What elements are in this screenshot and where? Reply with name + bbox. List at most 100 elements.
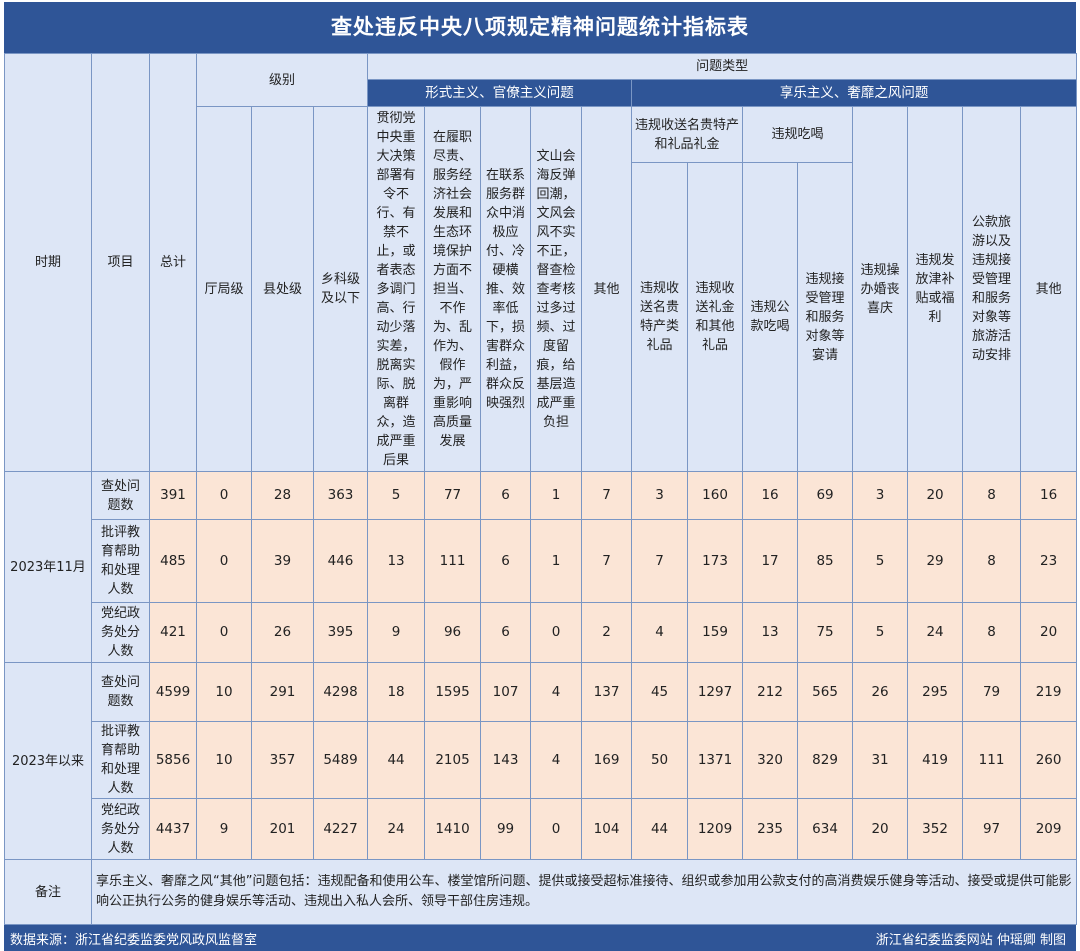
value-cell: 6 <box>480 602 532 663</box>
stats-table: 时期 项目 总计 级别 问题类型 形式主义、官僚主义问题 享乐主义、奢靡之风问题… <box>4 53 1078 925</box>
item-cell: 批评教育帮助和处理人数 <box>91 721 150 799</box>
value-cell: 209 <box>1020 798 1078 860</box>
value-cell: 160 <box>687 471 744 520</box>
value-cell: 446 <box>312 519 369 603</box>
value-cell: 1 <box>530 471 583 520</box>
page-title: 查处违反中央八项规定精神问题统计指标表 <box>4 2 1076 53</box>
formalism-col-header: 在联系服务群众中消极应付、冷硬横推、效率低下，损害群众利益，群众反映强烈 <box>480 106 532 472</box>
value-cell: 77 <box>424 471 482 520</box>
value-cell: 97 <box>962 798 1022 860</box>
value-cell: 0 <box>196 519 252 603</box>
footer-credit: 浙江省纪委监委网站 仲瑶卿 制图 <box>875 932 1066 948</box>
period-cell: 2023年以来 <box>4 662 92 860</box>
value-cell: 44 <box>367 721 426 799</box>
value-cell: 45 <box>631 662 689 722</box>
value-cell: 295 <box>907 662 964 722</box>
value-cell: 7 <box>581 471 633 520</box>
value-cell: 111 <box>424 519 482 603</box>
hedonism-col-header: 违规发放津补贴或福利 <box>907 106 964 472</box>
value-cell: 7 <box>631 519 689 603</box>
level-header: 级别 <box>195 53 369 107</box>
value-cell: 391 <box>149 471 197 520</box>
value-cell: 3 <box>631 471 689 520</box>
gift-col-header: 违规收送礼金和其他礼品 <box>687 162 744 472</box>
value-cell: 20 <box>907 471 964 520</box>
value-cell: 96 <box>424 602 482 663</box>
value-cell: 5 <box>367 471 426 520</box>
value-cell: 107 <box>480 662 532 722</box>
value-cell: 28 <box>251 471 314 520</box>
value-cell: 485 <box>149 519 197 603</box>
value-cell: 4 <box>631 602 689 663</box>
stats-sheet: 查处违反中央八项规定精神问题统计指标表 时期 项目 总计 级别 问题类型 形式主… <box>4 2 1078 951</box>
value-cell: 20 <box>852 798 909 860</box>
value-cell: 1297 <box>687 662 744 722</box>
value-cell: 0 <box>530 798 583 860</box>
value-cell: 29 <box>907 519 964 603</box>
value-cell: 44 <box>631 798 689 860</box>
value-cell: 20 <box>1020 602 1078 663</box>
value-cell: 4 <box>530 721 583 799</box>
value-cell: 1410 <box>424 798 482 860</box>
item-cell: 批评教育帮助和处理人数 <box>91 519 150 603</box>
hedonism-col-header: 违规操办婚丧喜庆 <box>852 106 909 472</box>
value-cell: 320 <box>742 721 799 799</box>
value-cell: 16 <box>1020 471 1078 520</box>
value-cell: 5 <box>852 519 909 603</box>
value-cell: 829 <box>797 721 854 799</box>
value-cell: 39 <box>251 519 314 603</box>
value-cell: 352 <box>907 798 964 860</box>
value-cell: 357 <box>251 721 314 799</box>
value-cell: 26 <box>251 602 314 663</box>
value-cell: 3 <box>852 471 909 520</box>
value-cell: 137 <box>581 662 633 722</box>
item-header: 项目 <box>91 53 150 472</box>
table-row: 批评教育帮助和处理人数 5856 10 357 5489 44 2105 143 4 169 50 1… <box>5 721 1078 799</box>
value-cell: 1371 <box>687 721 744 799</box>
value-cell: 143 <box>480 721 532 799</box>
period-cell: 2023年11月 <box>4 471 92 663</box>
value-cell: 5489 <box>312 721 369 799</box>
value-cell: 8 <box>962 519 1022 603</box>
value-cell: 50 <box>631 721 689 799</box>
table-row: 批评教育帮助和处理人数 485 0 39 446 13 111 6 1 7 7 173 17 85 5 29 8… <box>5 519 1078 603</box>
value-cell: 79 <box>962 662 1022 722</box>
item-cell: 党纪政务处分人数 <box>91 602 150 663</box>
period-header: 时期 <box>4 53 92 472</box>
value-cell: 111 <box>962 721 1022 799</box>
value-cell: 16 <box>742 471 799 520</box>
value-cell: 23 <box>1020 519 1078 603</box>
problem-type-header: 问题类型 <box>367 53 1078 80</box>
hedonism-header: 享乐主义、奢靡之风问题 <box>631 79 1078 107</box>
value-cell: 1 <box>530 519 583 603</box>
value-cell: 235 <box>742 798 799 860</box>
value-cell: 9 <box>367 602 426 663</box>
value-cell: 69 <box>797 471 854 520</box>
formalism-col-header: 文山会海反弹回潮，文风会风不实不正，督查检查考核过多过频、过度留痕，给基层造成严… <box>530 106 583 472</box>
value-cell: 9 <box>196 798 252 860</box>
value-cell: 5 <box>852 602 909 663</box>
formalism-col-header: 其他 <box>581 106 633 472</box>
value-cell: 4298 <box>312 662 369 722</box>
value-cell: 24 <box>907 602 964 663</box>
value-cell: 173 <box>687 519 744 603</box>
gift-col-header: 违规收送名贵特产类礼品 <box>631 162 689 472</box>
value-cell: 1209 <box>687 798 744 860</box>
gift-group-header: 违规收送名贵特产和礼品礼金 <box>631 106 744 163</box>
note-label: 备注 <box>4 859 92 925</box>
level-col-header: 乡科级及以下 <box>312 106 369 472</box>
value-cell: 26 <box>852 662 909 722</box>
value-cell: 363 <box>312 471 369 520</box>
formalism-col-header: 贯彻党中央重大决策部署有令不行、有禁不止，或者表态多调门高、行动少落实差，脱离实… <box>367 106 426 472</box>
value-cell: 8 <box>962 602 1022 663</box>
dining-group-header: 违规吃喝 <box>742 106 854 163</box>
value-cell: 6 <box>480 471 532 520</box>
value-cell: 17 <box>742 519 799 603</box>
value-cell: 419 <box>907 721 964 799</box>
value-cell: 0 <box>196 602 252 663</box>
value-cell: 169 <box>581 721 633 799</box>
value-cell: 8 <box>962 471 1022 520</box>
level-col-header: 县处级 <box>251 106 314 472</box>
value-cell: 99 <box>480 798 532 860</box>
value-cell: 18 <box>367 662 426 722</box>
